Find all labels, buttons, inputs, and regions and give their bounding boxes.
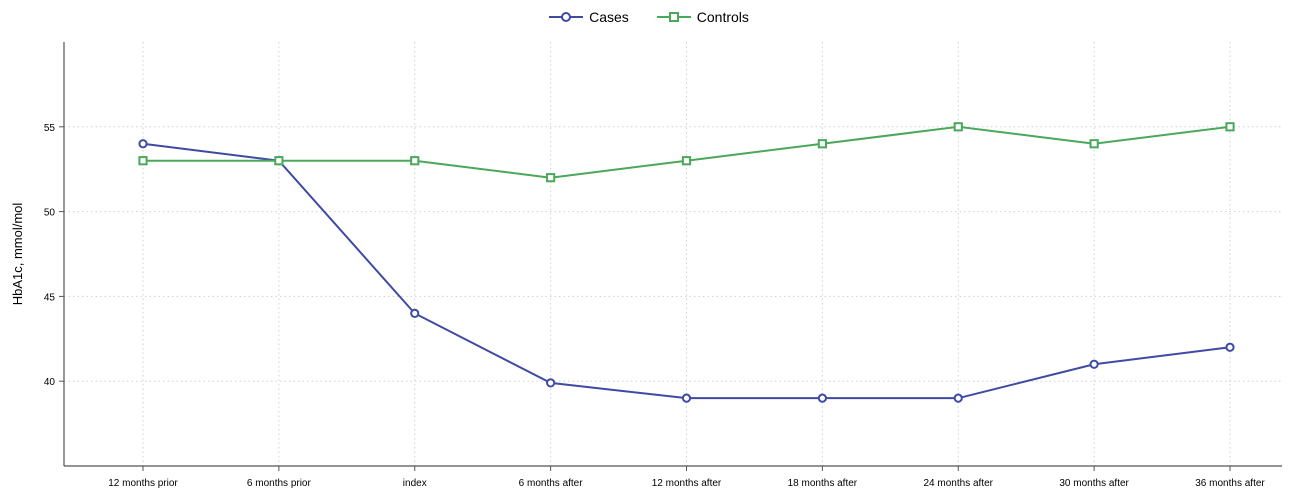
- y-tick-label: 55: [44, 123, 56, 134]
- data-point-controls: [138, 156, 148, 166]
- data-point-controls: [953, 122, 963, 132]
- y-tick-label: 50: [44, 208, 56, 219]
- legend-label-controls: Controls: [696, 9, 749, 25]
- legend: Cases Controls: [0, 9, 1298, 25]
- x-tick-label: 24 months after: [924, 478, 994, 489]
- data-point-controls: [681, 156, 692, 166]
- data-point-cases: [681, 393, 692, 403]
- legend-item-cases: Cases: [549, 9, 629, 25]
- legend-item-controls: Controls: [656, 9, 749, 25]
- legend-controls-swatch: [656, 12, 691, 22]
- data-point-controls: [1089, 139, 1099, 149]
- data-point-controls: [410, 156, 420, 166]
- data-point-cases: [953, 393, 963, 403]
- data-point-cases: [817, 393, 827, 403]
- data-point-controls: [274, 156, 284, 166]
- x-tick-label: index: [403, 478, 427, 489]
- legend-label-cases: Cases: [589, 9, 629, 25]
- y-axis-title: HbA1c, mmol/mol: [10, 203, 25, 306]
- x-tick-label: 6 months prior: [247, 478, 312, 489]
- data-point-controls: [817, 139, 827, 149]
- series-line-controls: [143, 125, 1231, 179]
- data-point-cases: [546, 378, 556, 388]
- data-point-controls: [1225, 122, 1235, 132]
- data-point-controls: [546, 173, 556, 183]
- data-point-cases: [138, 139, 148, 149]
- data-point-cases: [410, 308, 420, 318]
- y-tick-label: 45: [44, 292, 56, 303]
- legend-cases-swatch: [549, 12, 584, 22]
- data-point-cases: [1225, 342, 1235, 352]
- x-tick-label: 18 months after: [788, 478, 858, 489]
- x-tick-label: 12 months after: [652, 478, 722, 489]
- x-tick-label: 6 months after: [519, 478, 584, 489]
- data-point-cases: [1089, 359, 1099, 369]
- x-tick-label: 36 months after: [1195, 478, 1265, 489]
- x-tick-label: 12 months prior: [108, 478, 178, 489]
- x-tick-label: 30 months after: [1059, 478, 1129, 489]
- y-tick-label: 40: [44, 377, 56, 388]
